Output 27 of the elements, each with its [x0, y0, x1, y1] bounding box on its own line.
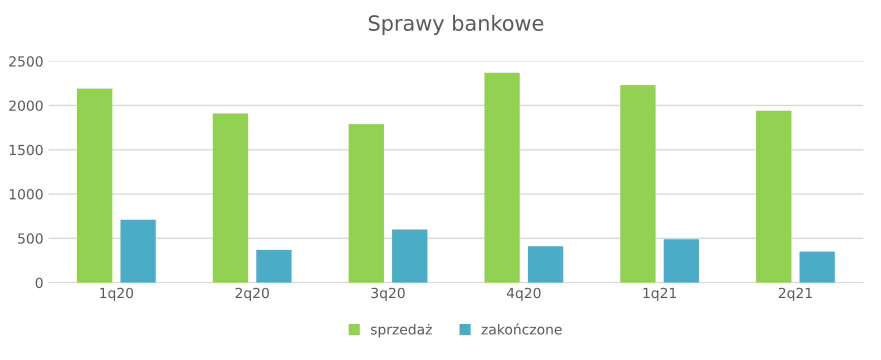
bar [620, 85, 656, 283]
bar [484, 72, 520, 283]
y-tick-label: 2500 [9, 56, 43, 67]
chart-title: Sprawy bankowe [368, 14, 544, 35]
y-tick-label: 500 [18, 233, 43, 244]
x-tick-label: 3q20 [371, 288, 405, 301]
bar [348, 124, 384, 283]
bar [800, 252, 835, 283]
x-tick-label: 4q20 [506, 288, 541, 301]
x-tick-label: 1q21 [644, 288, 676, 301]
x-tick-label: 2q21 [778, 288, 812, 301]
y-tick-label: 0 [36, 278, 43, 288]
bar [664, 239, 700, 283]
bar [256, 250, 292, 283]
x-tick-label: 2q20 [236, 288, 269, 301]
y-tick-label: 1500 [10, 144, 43, 156]
bar [756, 110, 792, 283]
y-tick-label: 2000 [9, 100, 43, 111]
bar [392, 229, 428, 283]
bar [120, 220, 156, 283]
legend-label: sprzedaż [370, 324, 432, 338]
y-tick-label: 1000 [10, 189, 43, 200]
x-tick-label: 1q20 [100, 288, 134, 301]
legend-label: zakończone [482, 323, 562, 335]
bar [212, 113, 248, 283]
bar [528, 246, 564, 283]
bar [76, 88, 112, 283]
